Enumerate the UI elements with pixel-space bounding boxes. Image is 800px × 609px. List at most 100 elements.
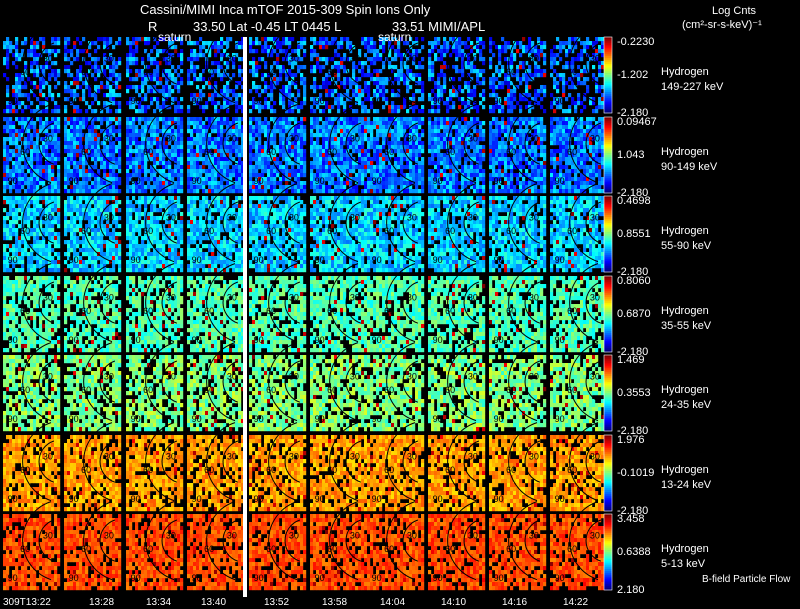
flux-pixel: [482, 149, 485, 153]
flux-pixel: [82, 161, 85, 165]
flux-pixel: [235, 189, 238, 193]
flux-pixel: [255, 73, 258, 77]
flux-pixel: [455, 53, 458, 57]
flux-pixel: [522, 149, 525, 153]
flux-pixel: [340, 165, 343, 169]
flux-pixel: [9, 157, 12, 161]
flux-pixel: [279, 133, 282, 137]
flux-pixel: [346, 89, 349, 93]
flux-pixel: [144, 41, 147, 45]
flux-pixel: [153, 57, 156, 61]
flux-pixel: [177, 125, 180, 129]
flux-pixel: [168, 69, 171, 73]
flux-pixel: [255, 89, 258, 93]
flux-pixel: [9, 41, 12, 45]
flux-pixel: [153, 149, 156, 153]
flux-pixel: [132, 121, 135, 125]
flux-pixel: [291, 117, 294, 121]
contour-label: 60: [567, 67, 577, 77]
flux-pixel: [33, 57, 36, 61]
flux-pixel: [421, 45, 424, 49]
flux-pixel: [510, 121, 513, 125]
flux-pixel: [252, 137, 255, 141]
flux-pixel: [437, 81, 440, 85]
flux-pixel: [232, 165, 235, 169]
flux-pixel: [543, 61, 546, 65]
flux-pixel: [18, 157, 21, 161]
flux-pixel: [226, 173, 229, 177]
flux-pixel: [73, 125, 76, 129]
flux-pixel: [598, 37, 601, 41]
flux-pixel: [85, 117, 88, 121]
flux-pixel: [437, 85, 440, 89]
flux-pixel: [303, 81, 306, 85]
flux-pixel: [82, 157, 85, 161]
flux-pixel: [528, 165, 531, 169]
flux-pixel: [109, 157, 112, 161]
flux-pixel: [316, 137, 319, 141]
flux-pixel: [264, 61, 267, 65]
flux-pixel: [355, 93, 358, 97]
flux-pixel: [202, 177, 205, 181]
flux-pixel: [513, 93, 516, 97]
flux-pixel: [586, 89, 589, 93]
flux-pixel: [220, 41, 223, 45]
flux-pixel: [418, 165, 421, 169]
flux-pixel: [479, 137, 482, 141]
flux-pixel: [452, 101, 455, 105]
flux-pixel: [264, 161, 267, 165]
flux-pixel: [276, 149, 279, 153]
flux-pixel: [540, 145, 543, 149]
flux-pixel: [455, 185, 458, 189]
flux-pixel: [64, 177, 67, 181]
flux-pixel: [82, 189, 85, 193]
flux-pixel: [85, 133, 88, 137]
flux-pixel: [73, 165, 76, 169]
flux-pixel: [18, 53, 21, 57]
flux-pixel: [211, 137, 214, 141]
flux-pixel: [559, 73, 562, 77]
flux-pixel: [355, 97, 358, 101]
flux-pixel: [267, 165, 270, 169]
flux-pixel: [33, 185, 36, 189]
flux-pixel: [261, 129, 264, 133]
flux-pixel: [310, 65, 313, 69]
flux-pixel: [196, 141, 199, 145]
flux-pixel: [57, 81, 60, 85]
flux-pixel: [337, 105, 340, 109]
flux-pixel: [303, 117, 306, 121]
flux-pixel: [88, 105, 91, 109]
flux-pixel: [592, 73, 595, 77]
flux-pixel: [452, 45, 455, 49]
flux-pixel: [340, 81, 343, 85]
flux-pixel: [397, 137, 400, 141]
flux-pixel: [9, 117, 12, 121]
flux-pixel: [437, 57, 440, 61]
flux-pixel: [36, 149, 39, 153]
flux-pixel: [373, 45, 376, 49]
flux-pixel: [249, 177, 252, 181]
flux-pixel: [18, 185, 21, 189]
flux-pixel: [553, 85, 556, 89]
flux-pixel: [322, 57, 325, 61]
flux-pixel: [476, 157, 479, 161]
flux-pixel: [196, 145, 199, 149]
flux-pixel: [162, 89, 165, 93]
flux-pixel: [57, 121, 60, 125]
flux-pixel: [437, 165, 440, 169]
flux-pixel: [367, 129, 370, 133]
flux-pixel: [45, 149, 48, 153]
flux-pixel: [249, 165, 252, 169]
flux-pixel: [482, 41, 485, 45]
flux-pixel: [141, 109, 144, 113]
flux-pixel: [364, 89, 367, 93]
flux-pixel: [556, 73, 559, 77]
flux-pixel: [403, 181, 406, 185]
flux-pixel: [516, 69, 519, 73]
flux-pixel: [373, 121, 376, 125]
flux-pixel: [238, 81, 241, 85]
flux-pixel: [171, 145, 174, 149]
flux-pixel: [495, 129, 498, 133]
flux-pixel: [428, 189, 431, 193]
flux-pixel: [446, 181, 449, 185]
